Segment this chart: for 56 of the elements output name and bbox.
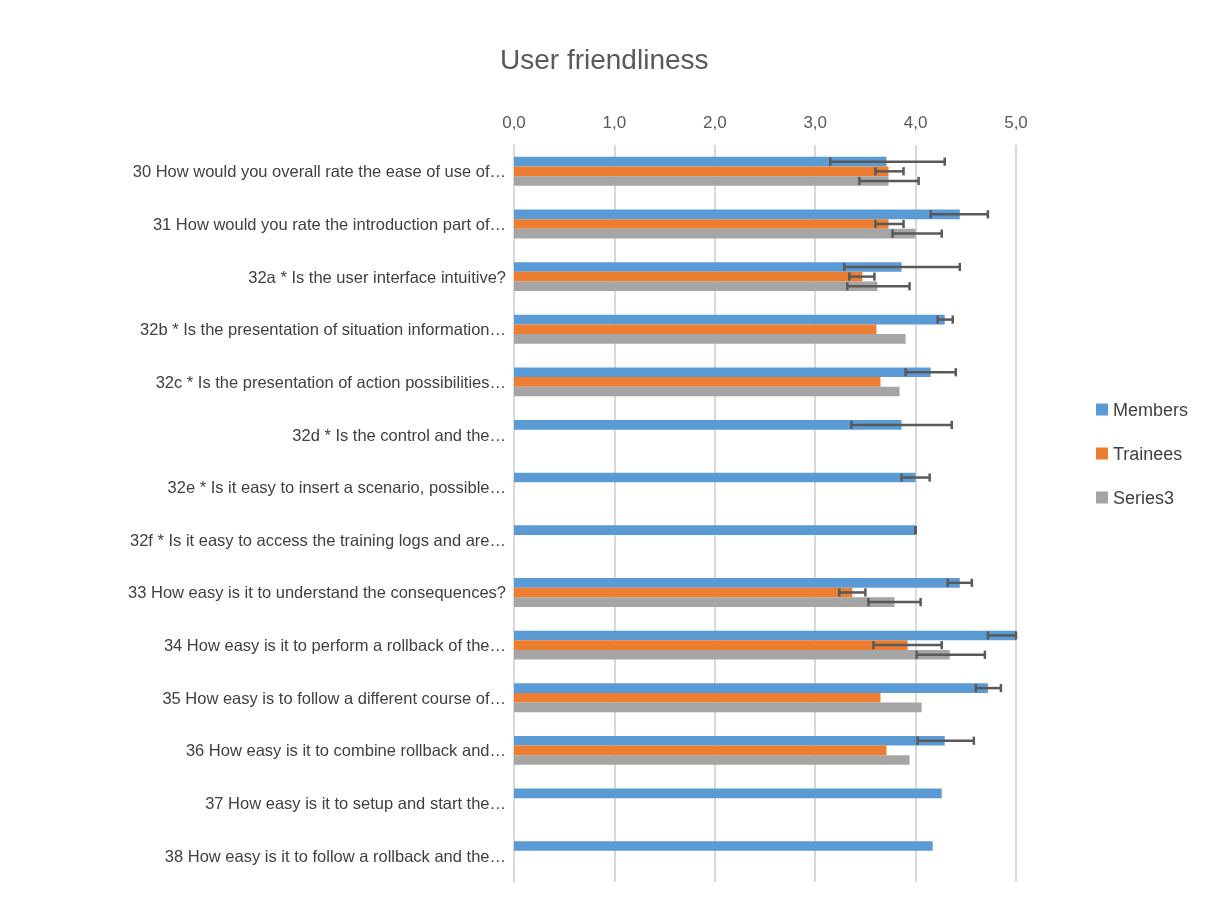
legend-label: Trainees — [1112, 443, 1183, 464]
bar — [514, 166, 889, 177]
bar — [514, 271, 863, 282]
y-tick-label: 31 How would you rate the introduction part of… — [152, 214, 506, 233]
y-tick-label: 32f * Is it easy to access the training logs and are… — [129, 530, 506, 549]
x-tick-label: 5,0 — [1004, 113, 1028, 132]
bar — [514, 334, 906, 344]
y-tick-label: 32a * Is the user interface intuitive? — [248, 267, 506, 286]
bar — [514, 367, 931, 378]
bar — [514, 525, 916, 535]
y-tick-label: 35 How easy is to follow a different course of… — [162, 688, 506, 707]
y-tick-label: 32d * Is the control and the… — [292, 425, 506, 444]
bar — [514, 683, 988, 693]
bar — [514, 692, 881, 703]
x-tick-label: 4,0 — [903, 113, 928, 132]
y-tick-label: 37 How easy is it to setup and start the… — [205, 794, 506, 813]
bar — [514, 176, 889, 186]
bar — [514, 219, 889, 229]
bar — [514, 209, 960, 220]
x-tick-label: 0,0 — [502, 113, 526, 132]
y-tick-label: 34 How easy is it to perform a rollback of the… — [163, 636, 506, 655]
bar — [514, 472, 916, 483]
bar — [514, 597, 895, 607]
bar — [514, 630, 1016, 641]
bar — [514, 587, 853, 598]
bar — [514, 156, 887, 167]
y-tick-label: 32e * Is it easy to insert a scenario, possible… — [167, 478, 506, 497]
y-tick-label: 32b * Is the presentation of situation information… — [140, 320, 506, 339]
bar — [514, 649, 950, 660]
bar — [514, 755, 910, 765]
chart-title: User friendliness — [500, 43, 709, 75]
bar — [514, 702, 922, 713]
bar — [514, 640, 908, 650]
y-tick-label: 32c * Is the presentation of action possibilities… — [155, 372, 506, 391]
bar — [514, 314, 945, 325]
y-tick-label: 30 How would you overall rate the ease of use of… — [132, 162, 506, 181]
bar — [514, 788, 942, 799]
x-tick-label: 3,0 — [803, 113, 828, 132]
bar — [514, 735, 945, 746]
bar — [514, 228, 916, 239]
bar — [514, 577, 960, 588]
bar — [514, 386, 900, 397]
x-tick-label: 1,0 — [602, 113, 627, 132]
bar — [514, 841, 933, 851]
bar — [514, 324, 877, 335]
y-tick-label: 38 How easy is it to follow a rollback and the… — [164, 846, 506, 865]
y-tick-label: 33 How easy is it to understand the consequences? — [128, 583, 506, 602]
bar — [514, 262, 902, 272]
y-tick-label: 36 How easy is it to combine rollback and… — [185, 741, 506, 760]
bar — [514, 745, 887, 756]
legend-label: Series3 — [1112, 487, 1175, 508]
bar — [514, 281, 878, 292]
legend-label: Members — [1112, 399, 1188, 420]
x-tick-label: 2,0 — [702, 113, 727, 132]
bar — [514, 377, 881, 387]
bar — [514, 420, 902, 430]
